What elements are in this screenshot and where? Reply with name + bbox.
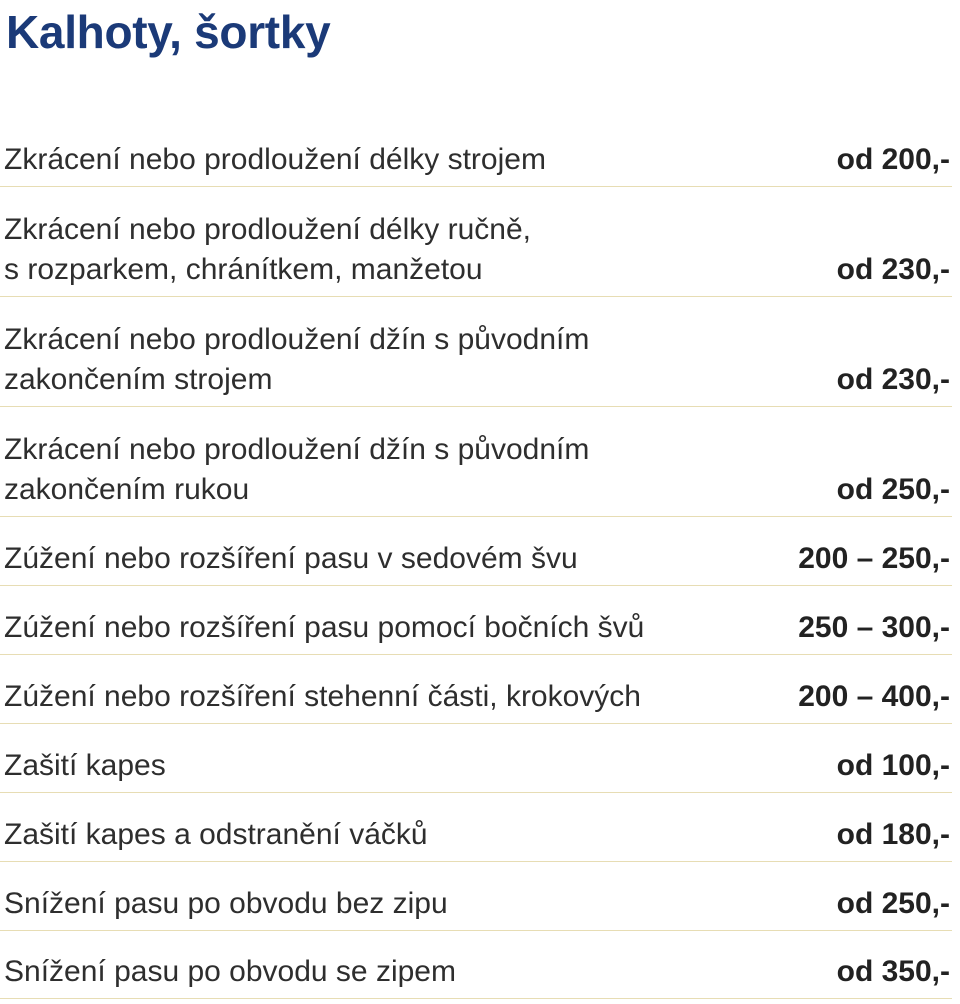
list-item: Snížení pasu po obvodu se zipem od 350,- bbox=[0, 942, 952, 999]
item-price: od 230,- bbox=[836, 363, 950, 396]
item-price: od 230,- bbox=[836, 253, 950, 286]
list-item: Zkrácení nebo prodloužení džín s původní… bbox=[0, 308, 952, 407]
list-item: Zašití kapes od 100,- bbox=[0, 735, 952, 793]
list-item: Zkrácení nebo prodloužení džín s původní… bbox=[0, 418, 952, 517]
item-label: Snížení pasu po obvodu bez zipu bbox=[4, 887, 448, 920]
item-label: Zkrácení nebo prodloužení délky ručně, s… bbox=[4, 213, 531, 286]
item-price: 200 – 250,- bbox=[798, 542, 950, 575]
item-label: Snížení pasu po obvodu se zipem bbox=[4, 955, 456, 988]
item-label: Zašití kapes bbox=[4, 749, 166, 782]
item-price: od 100,- bbox=[836, 749, 950, 782]
list-item: Zašití kapes a odstranění váčků od 180,- bbox=[0, 804, 952, 862]
item-price: od 350,- bbox=[836, 955, 950, 988]
item-label: Zašití kapes a odstranění váčků bbox=[4, 818, 428, 851]
item-price: od 200,- bbox=[836, 143, 950, 176]
item-price: od 250,- bbox=[836, 473, 950, 506]
page-title: Kalhoty, šortky bbox=[6, 6, 331, 58]
list-item: Zúžení nebo rozšíření pasu v sedovém švu… bbox=[0, 528, 952, 586]
item-price: 200 – 400,- bbox=[798, 680, 950, 713]
item-label: Zkrácení nebo prodloužení džín s původní… bbox=[4, 323, 590, 396]
list-item: Zkrácení nebo prodloužení délky strojem … bbox=[0, 128, 952, 187]
item-price: 250 – 300,- bbox=[798, 611, 950, 644]
item-label: Zúžení nebo rozšíření pasu v sedovém švu bbox=[4, 542, 578, 575]
item-label: Zkrácení nebo prodloužení délky strojem bbox=[4, 143, 546, 176]
list-item: Zúžení nebo rozšíření stehenní části, kr… bbox=[0, 666, 952, 724]
item-price: od 250,- bbox=[836, 887, 950, 920]
item-label: Zkrácení nebo prodloužení džín s původní… bbox=[4, 433, 590, 506]
item-label: Zúžení nebo rozšíření stehenní části, kr… bbox=[4, 680, 641, 713]
list-item: Zkrácení nebo prodloužení délky ručně, s… bbox=[0, 198, 952, 297]
item-price: od 180,- bbox=[836, 818, 950, 851]
list-item: Zúžení nebo rozšíření pasu pomocí bočníc… bbox=[0, 597, 952, 655]
item-label: Zúžení nebo rozšíření pasu pomocí bočníc… bbox=[4, 611, 645, 644]
list-item: Snížení pasu po obvodu bez zipu od 250,- bbox=[0, 873, 952, 931]
